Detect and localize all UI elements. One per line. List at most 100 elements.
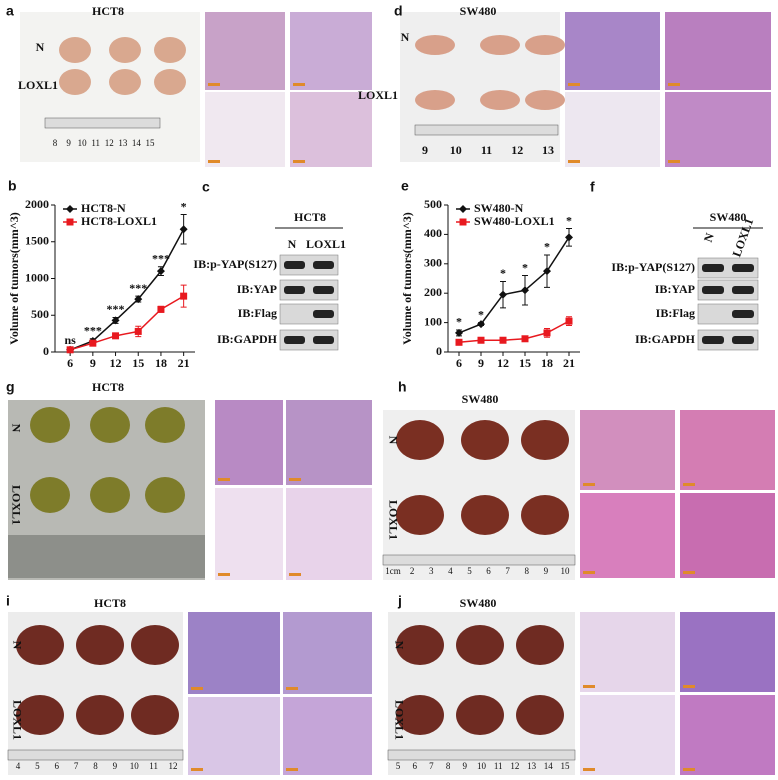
tissue [480, 35, 520, 55]
y-tick-label: 100 [424, 314, 442, 328]
legend-label: SW480-LOXL1 [474, 214, 555, 228]
ruler-number: 8 [53, 138, 58, 148]
significance-label: * [544, 240, 550, 254]
scale-bar [286, 687, 298, 690]
ruler-number: 5 [35, 761, 40, 771]
tissue [76, 695, 124, 735]
histology-image [680, 493, 775, 578]
panel-label: c [202, 179, 210, 195]
histology-image [580, 695, 675, 775]
ruler-number: 8 [446, 761, 451, 771]
tissue [145, 477, 185, 513]
marker [499, 336, 507, 344]
scale-bar [668, 83, 680, 86]
row-label: N [36, 40, 45, 54]
ruler-number: 1cm [385, 566, 401, 576]
significance-label: * [522, 260, 528, 274]
marker [156, 267, 165, 276]
ruler [387, 749, 576, 761]
marker [477, 320, 485, 329]
histology-image [205, 92, 285, 167]
tissue [461, 495, 509, 535]
histology-image [580, 410, 675, 490]
blot-band [702, 286, 724, 294]
ruler-number: 2 [410, 566, 415, 576]
marker [521, 286, 529, 295]
row-label: IB:GAPDH [635, 332, 696, 346]
y-tick-label: 0 [436, 344, 442, 358]
blot-band [702, 264, 724, 272]
marker [89, 339, 97, 347]
scale-bar [191, 768, 203, 771]
marker [112, 332, 120, 340]
ruler-number: 10 [78, 138, 88, 148]
tissue [480, 90, 520, 110]
y-tick-label: 400 [424, 226, 442, 240]
ruler-number: 9 [66, 138, 71, 148]
histology-image [565, 12, 660, 90]
tissue [90, 407, 130, 443]
row-label: IB:YAP [237, 282, 277, 296]
ruler-number: 5 [467, 566, 472, 576]
y-tick-label: 500 [424, 197, 442, 211]
ruler-number: 10 [561, 566, 571, 576]
tissue [516, 625, 564, 665]
marker [543, 329, 551, 337]
scale-bar [683, 768, 695, 771]
x-tick-label: 6 [456, 356, 462, 370]
lane-label: N [701, 231, 717, 244]
ruler-number: 13 [118, 138, 128, 148]
marker [565, 317, 573, 325]
ruler-number: 11 [494, 761, 503, 771]
marker [499, 290, 507, 299]
blot-band [313, 261, 334, 269]
ruler-number: 8 [93, 761, 98, 771]
significance-label: *** [129, 281, 147, 295]
ruler-number: 7 [429, 761, 434, 771]
x-tick-label: 15 [519, 356, 531, 370]
legend-marker [66, 205, 74, 213]
y-tick-label: 1000 [25, 270, 49, 284]
row-label: N [9, 424, 23, 433]
tissue [109, 37, 141, 63]
row-label: N [392, 641, 406, 650]
row-label: LOXL1 [9, 485, 23, 525]
row-label: LOXL1 [18, 78, 58, 92]
panel-label: i [6, 593, 10, 609]
marker [179, 225, 188, 234]
legend-label: SW480-N [474, 201, 524, 215]
ruler-number: 13 [527, 761, 537, 771]
lane-label: N [288, 237, 297, 251]
tissue [415, 35, 455, 55]
scale-bar [208, 160, 220, 163]
panel-label: a [6, 3, 14, 19]
marker [543, 267, 551, 276]
marker [455, 338, 463, 346]
marker [477, 336, 485, 344]
x-tick-label: 21 [563, 356, 575, 370]
marker [134, 295, 143, 304]
tissue [30, 477, 70, 513]
ruler-number: 10 [450, 143, 462, 157]
tissue [109, 69, 141, 95]
row-label: IB:p-YAP(S127) [611, 260, 695, 274]
tissue [521, 495, 569, 535]
ruler-number: 12 [169, 761, 178, 771]
tissue [415, 90, 455, 110]
panel-title: HCT8 [92, 4, 124, 18]
scale-bar [191, 687, 203, 690]
histology-image [565, 92, 660, 167]
tissue [396, 420, 444, 460]
ruler-number: 4 [16, 761, 21, 771]
significance-label: *** [152, 251, 170, 265]
lane-label: LOXL1 [306, 237, 346, 251]
ruler-number: 12 [105, 138, 114, 148]
row-label: N [401, 30, 410, 44]
histology-image [580, 493, 675, 578]
marker [66, 346, 74, 354]
blot-frame [697, 279, 759, 301]
blot-frame [697, 303, 759, 325]
tissue [16, 695, 64, 735]
significance-label: *** [84, 324, 102, 338]
